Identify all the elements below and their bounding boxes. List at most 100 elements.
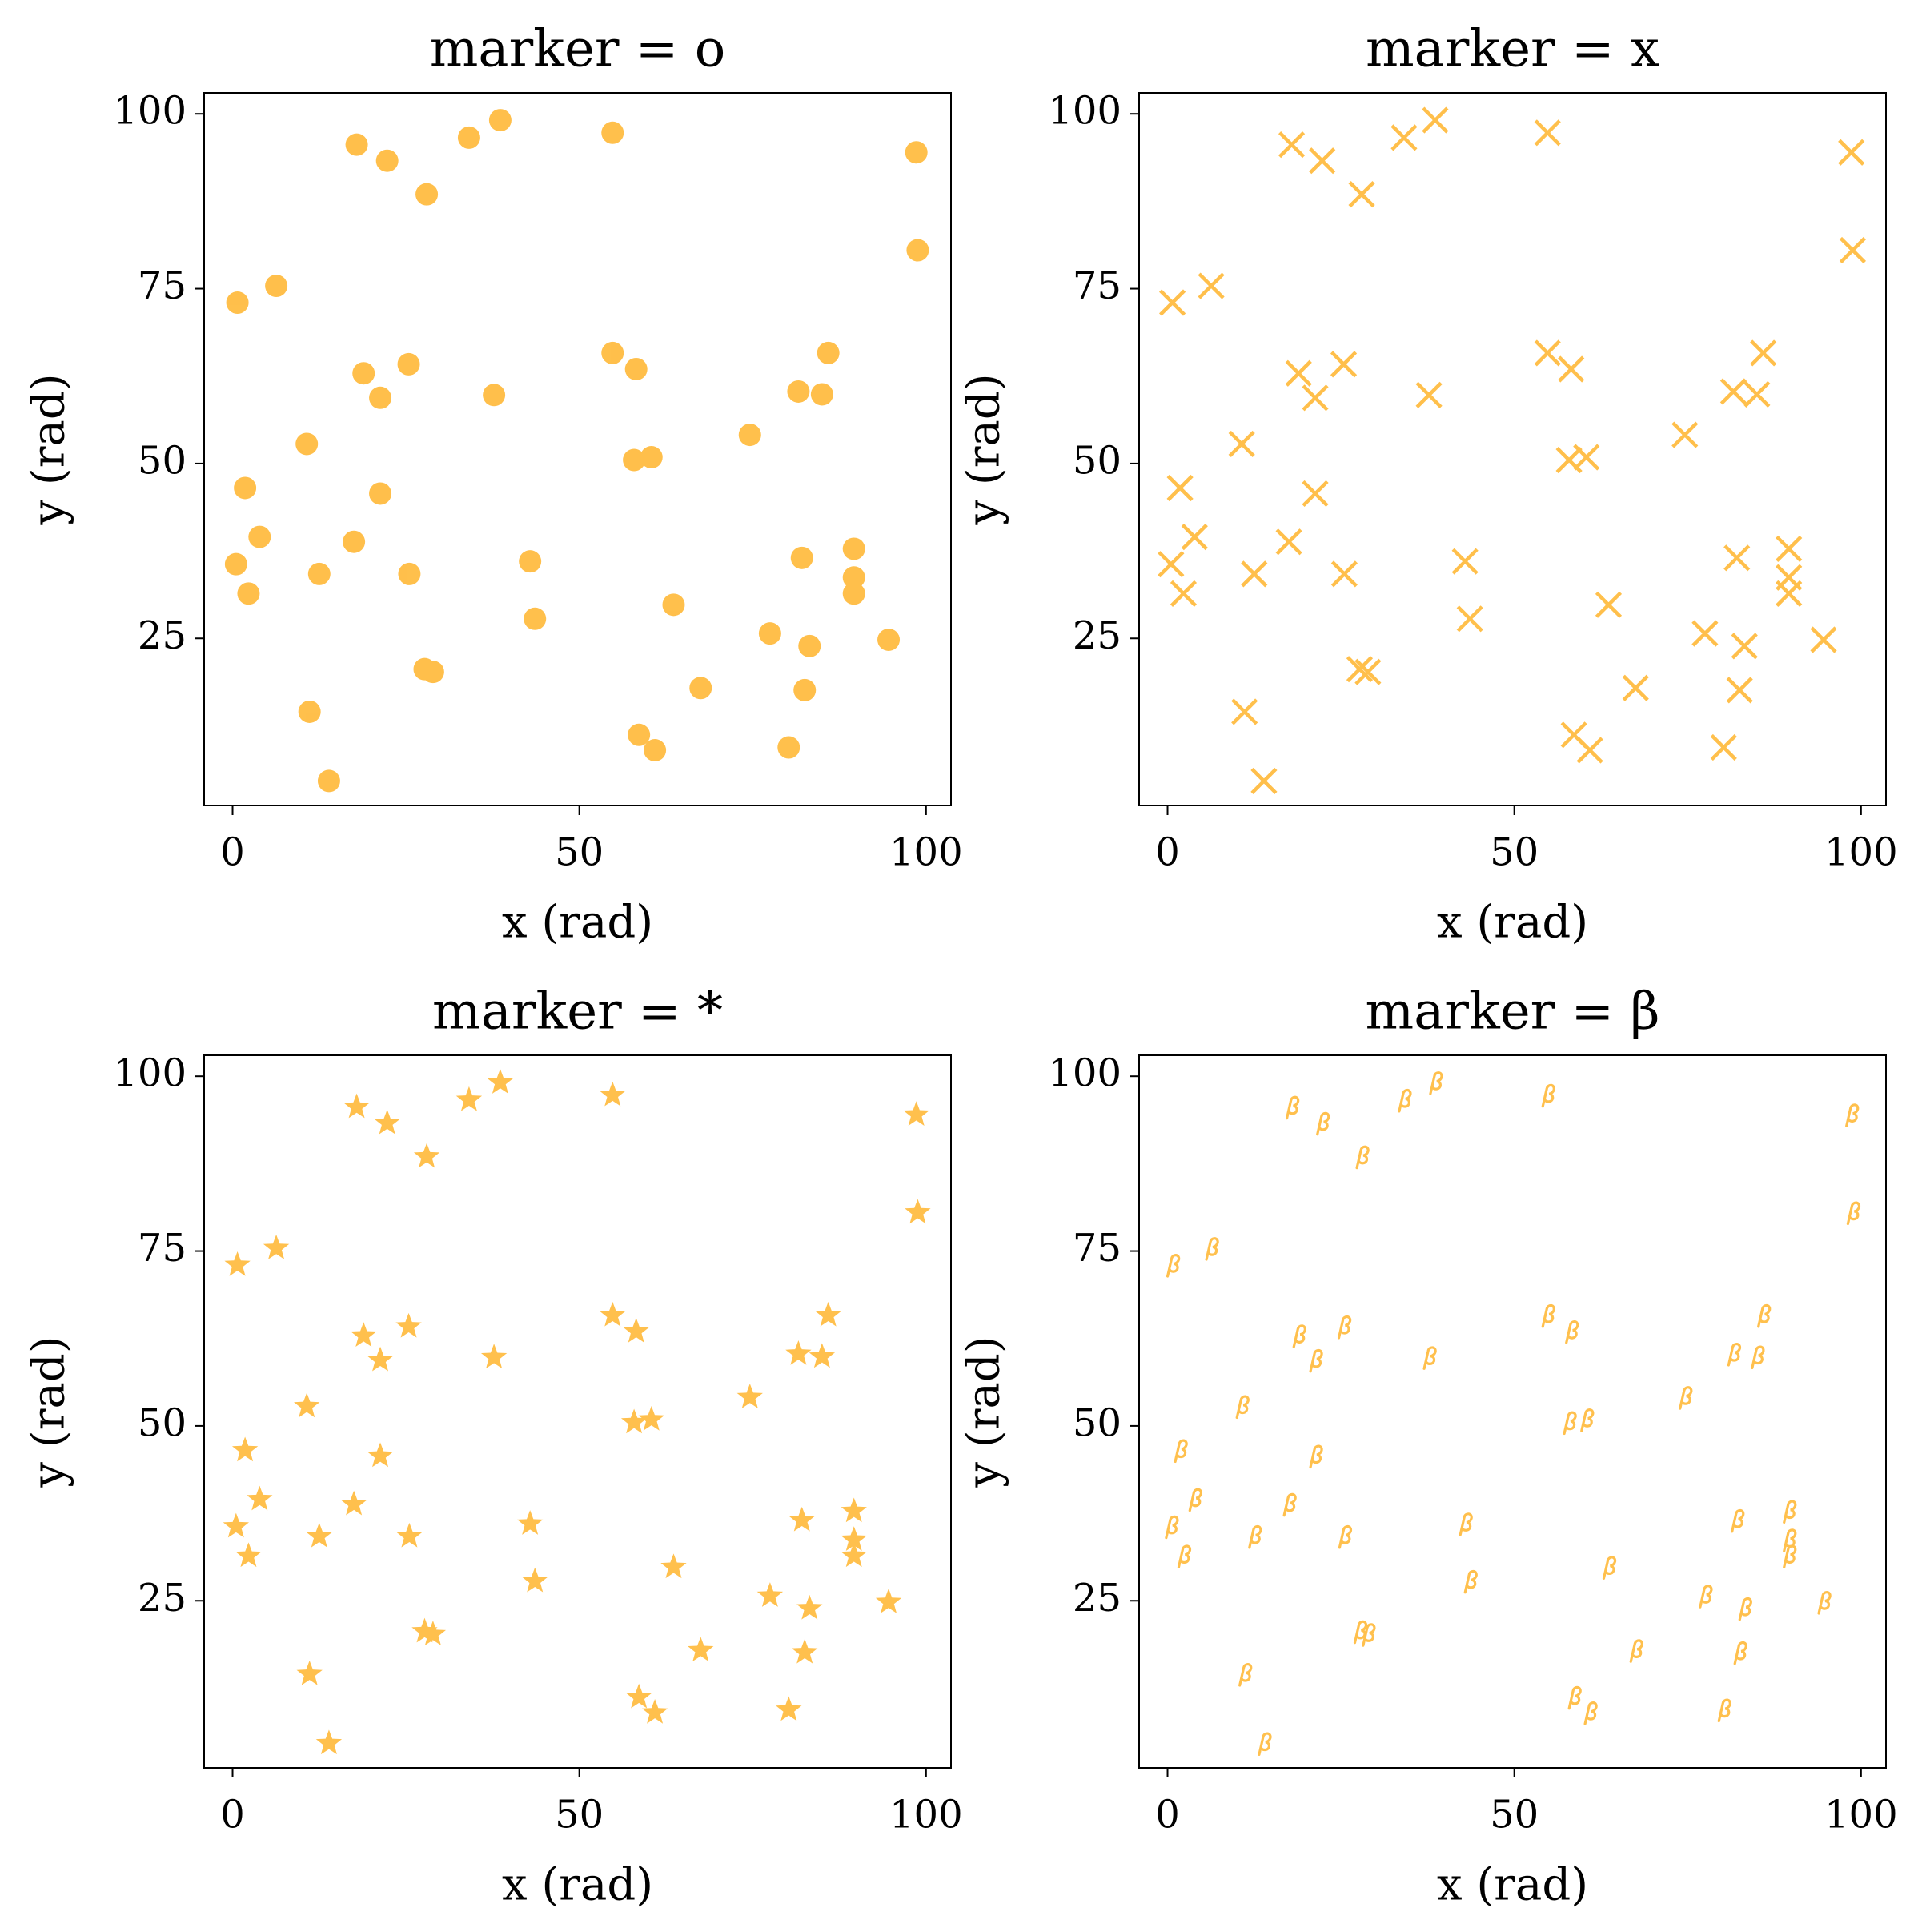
chart-title: marker = o	[430, 20, 726, 79]
point	[785, 1340, 812, 1365]
point	[396, 1522, 423, 1548]
point	[1158, 289, 1186, 316]
point	[1583, 1701, 1598, 1725]
point	[1285, 359, 1312, 387]
point	[524, 607, 547, 630]
plot-frame	[203, 92, 952, 806]
point	[1309, 1444, 1323, 1469]
point	[1228, 430, 1255, 458]
point	[798, 634, 821, 657]
point	[623, 448, 646, 472]
point	[1699, 1585, 1713, 1609]
point	[307, 562, 331, 585]
point	[1576, 737, 1603, 764]
point	[294, 1392, 320, 1418]
point	[1165, 1515, 1179, 1540]
point	[455, 1086, 483, 1111]
point	[1456, 605, 1483, 633]
point	[224, 1251, 251, 1276]
plot-frame	[1138, 92, 1887, 806]
point	[1541, 1303, 1555, 1328]
point	[1679, 1386, 1693, 1410]
points	[1165, 1071, 1861, 1757]
point	[1302, 480, 1329, 508]
point	[1390, 124, 1418, 151]
y-axis-label: y (rad)	[958, 373, 1010, 525]
y-tick-label: 75	[138, 1226, 187, 1271]
point	[625, 1683, 652, 1709]
point	[1355, 1145, 1370, 1170]
point	[903, 1101, 929, 1126]
point	[1567, 1685, 1582, 1710]
point	[1595, 591, 1623, 618]
y-tick-label: 100	[113, 1051, 187, 1096]
point	[1726, 677, 1753, 704]
point	[842, 537, 865, 560]
point	[1177, 1544, 1192, 1568]
point	[842, 582, 865, 605]
y-tick-label: 25	[1073, 1576, 1122, 1621]
y-tick-label: 50	[138, 1400, 187, 1445]
point	[1292, 1324, 1306, 1348]
point	[1541, 1083, 1555, 1108]
point	[1463, 1569, 1478, 1594]
point	[352, 362, 375, 385]
x-tick-label: 50	[1490, 1793, 1539, 1838]
point	[810, 383, 833, 406]
point	[374, 1109, 400, 1135]
point	[231, 1436, 259, 1462]
point	[369, 386, 392, 409]
point	[1338, 1524, 1353, 1549]
point	[375, 149, 399, 172]
x-tick-label: 100	[1824, 830, 1898, 875]
point	[600, 1081, 626, 1107]
point	[369, 482, 392, 505]
point	[1565, 1320, 1579, 1344]
point	[483, 384, 506, 407]
point	[600, 1301, 626, 1327]
point	[519, 550, 542, 573]
point	[1166, 1254, 1181, 1278]
x-tick-label: 0	[1155, 830, 1180, 875]
chart-title: marker = β	[1366, 982, 1660, 1042]
point	[516, 1510, 544, 1535]
point	[809, 1343, 836, 1368]
point	[1727, 1342, 1742, 1367]
point	[796, 1594, 823, 1620]
point	[1534, 119, 1561, 147]
point	[1563, 1411, 1577, 1436]
y-tick-label: 75	[1073, 263, 1122, 308]
point	[628, 723, 651, 746]
point	[640, 446, 663, 469]
point	[624, 357, 648, 380]
x-tick-label: 100	[1824, 1793, 1898, 1838]
point	[1235, 1395, 1250, 1420]
y-tick-label: 25	[138, 1576, 187, 1621]
point	[1717, 1698, 1731, 1723]
point	[1710, 733, 1737, 761]
point	[1241, 560, 1268, 588]
point	[367, 1442, 394, 1468]
point	[1354, 658, 1382, 685]
point	[877, 629, 901, 652]
point	[522, 1567, 548, 1593]
point	[644, 739, 667, 762]
y-tick-label: 100	[113, 89, 187, 134]
point	[1181, 524, 1208, 551]
y-tick-label: 50	[1073, 438, 1122, 483]
point	[1629, 1639, 1643, 1663]
point	[1285, 1095, 1300, 1120]
chart-title: marker = x	[1366, 20, 1659, 79]
point	[1330, 351, 1358, 378]
x-tick-label: 0	[1155, 1793, 1180, 1838]
point	[1309, 1348, 1323, 1373]
point	[1309, 147, 1336, 175]
point	[1398, 1088, 1412, 1113]
point	[1733, 1641, 1747, 1665]
point	[1622, 674, 1649, 701]
point	[488, 109, 512, 132]
point	[817, 341, 840, 364]
point	[1738, 1597, 1752, 1621]
point	[601, 121, 624, 144]
point	[689, 677, 712, 700]
